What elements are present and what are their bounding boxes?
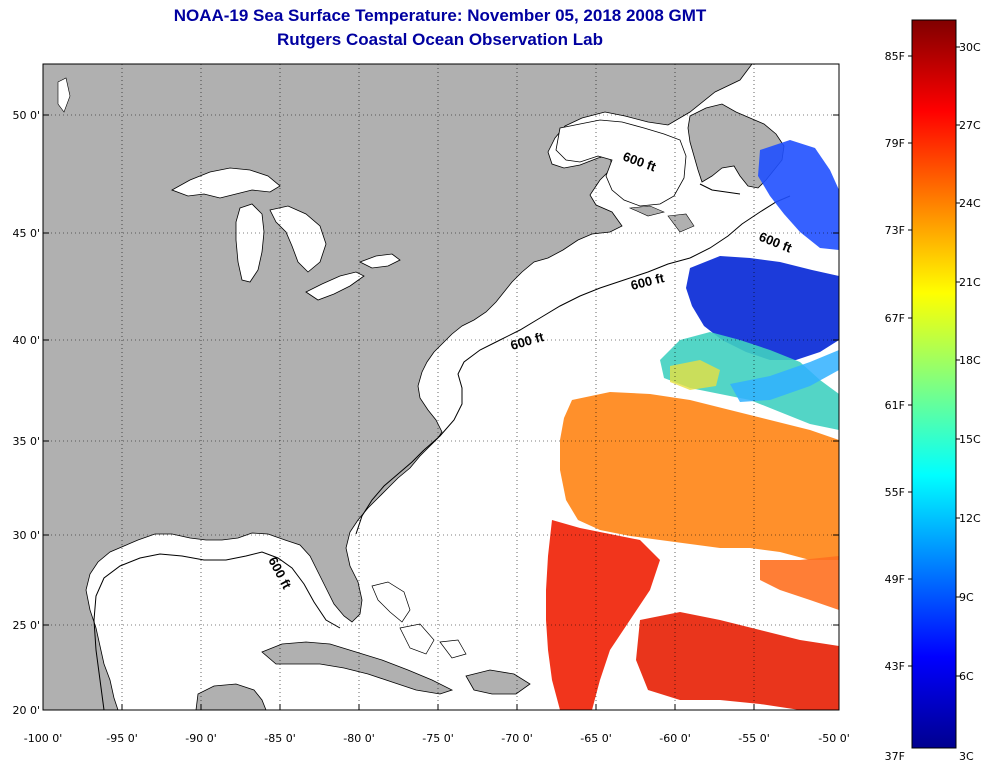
lon-label-85: -85 0': [264, 732, 296, 745]
lat-label-45: 45 0': [12, 227, 40, 240]
gulf-st-lawrence-water: [555, 119, 687, 207]
lake-winnipeg: [57, 77, 71, 113]
lat-label-35: 35 0': [12, 435, 40, 448]
colorbar-c-21: 21C: [959, 276, 981, 289]
lon-label-100: -100 0': [24, 732, 62, 745]
colorbar-c-27: 27C: [959, 119, 981, 132]
map-title: NOAA-19 Sea Surface Temperature: Novembe…: [173, 6, 707, 25]
lake-erie: [305, 271, 365, 301]
sst-cyan-band: [730, 350, 839, 402]
lon-label-75: -75 0': [422, 732, 454, 745]
sst-cold-water: [686, 256, 839, 360]
sst-warm-orange: [560, 392, 839, 560]
colorbar-f-85: 85F: [885, 50, 905, 63]
lon-label-65: -65 0': [580, 732, 612, 745]
colorbar-c-6: 6C: [959, 670, 974, 683]
lon-label-60: -60 0': [659, 732, 691, 745]
lon-label-55: -55 0': [738, 732, 770, 745]
pei-island: [628, 205, 665, 217]
lat-label-40: 40 0': [12, 334, 40, 347]
cape-breton-island: [667, 213, 695, 233]
bahamas-islands: [371, 581, 467, 659]
colorbar-f-55: 55F: [885, 486, 905, 499]
lon-label-50: -50 0': [818, 732, 850, 745]
axis-ticks: [43, 114, 839, 710]
lat-label-25: 25 0': [12, 619, 40, 632]
colorbar-f-73: 73F: [885, 224, 905, 237]
colorbar-c-24: 24C: [959, 197, 981, 210]
lon-label-80: -80 0': [343, 732, 375, 745]
hispaniola-land: [465, 669, 531, 695]
lon-label-90: -90 0': [185, 732, 217, 745]
lat-label-20: 20 0': [12, 704, 40, 717]
sst-yellow-patch: [670, 360, 720, 390]
sst-hot-red-southeast: [636, 612, 839, 710]
colorbar-f-49: 49F: [885, 573, 905, 586]
colorbar-ticks: [908, 46, 960, 677]
lake-superior: [171, 167, 281, 199]
colorbar-c-18: 18C: [959, 354, 981, 367]
colorbar-f-67: 67F: [885, 312, 905, 325]
lake-ontario: [359, 253, 401, 269]
sst-cold-labrador: [758, 140, 839, 250]
sst-hot-red-south: [546, 520, 660, 710]
colorbar-c-30: 30C: [959, 41, 981, 54]
colorbar-f-37: 37F: [885, 750, 905, 763]
graticule: [43, 64, 839, 710]
lon-label-70: -70 0': [501, 732, 533, 745]
north-america-land: [43, 64, 753, 710]
lat-label-30: 30 0': [12, 529, 40, 542]
lon-label-95: -95 0': [106, 732, 138, 745]
lat-label-50: 50 0': [12, 109, 40, 122]
map-subtitle: Rutgers Coastal Ocean Observation Lab: [277, 30, 603, 49]
colorbar-c-3: 3C: [959, 750, 974, 763]
colorbar-f-43: 43F: [885, 660, 905, 673]
colorbar-f-61: 61F: [885, 399, 905, 412]
lake-huron: [269, 205, 327, 273]
yucatan-land: [195, 683, 267, 710]
colorbar-c-15: 15C: [959, 433, 981, 446]
sst-orange-east: [760, 556, 839, 610]
colorbar-c-9: 9C: [959, 591, 974, 604]
cuba-land: [261, 641, 454, 695]
colorbar-f-79: 79F: [885, 137, 905, 150]
map-border: [42, 63, 840, 711]
colorbar: [911, 19, 957, 749]
colorbar-c-12: 12C: [959, 512, 981, 525]
lake-michigan: [235, 203, 265, 283]
